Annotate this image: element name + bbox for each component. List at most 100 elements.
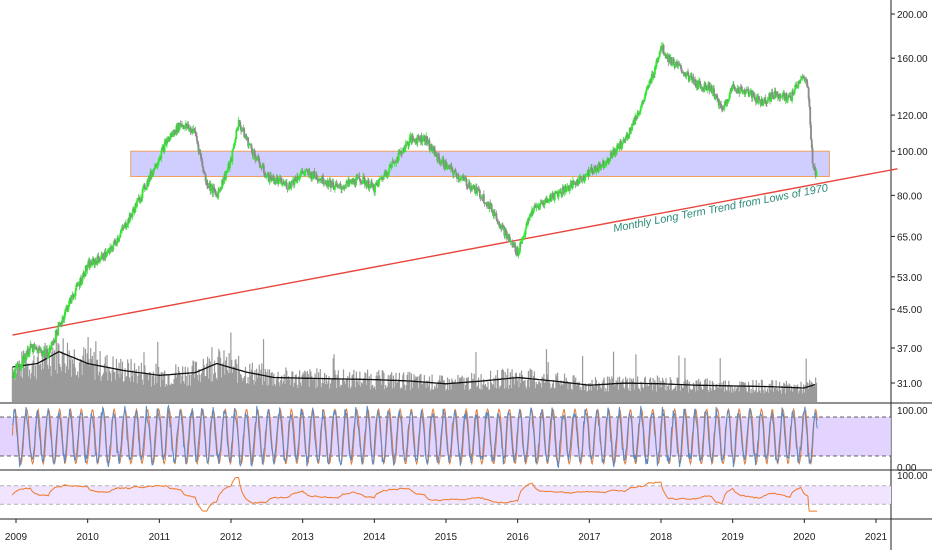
candle-body (47, 352, 50, 358)
candle-body (607, 158, 610, 163)
candle-body (769, 98, 772, 101)
volume-bar (281, 383, 284, 402)
candle-body (810, 124, 812, 140)
volume-bar (559, 385, 561, 402)
volume-bar (757, 391, 759, 402)
candle-body (635, 116, 637, 119)
candle-body (348, 179, 350, 183)
volume-bar (92, 364, 94, 402)
volume-bar (183, 383, 186, 402)
candle-body (348, 181, 351, 183)
volume-bar (114, 372, 116, 402)
volume-bar (397, 382, 399, 402)
volume-bar (342, 369, 345, 402)
volume-bar (102, 372, 105, 402)
candle-body (155, 165, 158, 168)
volume-bar (237, 355, 240, 402)
volume-bar (336, 375, 339, 402)
volume-bar (564, 382, 566, 402)
volume-bar (655, 391, 658, 402)
volume-bar (515, 372, 517, 402)
volume-bar (33, 355, 35, 402)
volume-bar (579, 389, 581, 402)
volume-bar (796, 384, 799, 402)
volume-bar (585, 384, 587, 402)
volume-bar (692, 389, 694, 402)
volume-bar (134, 371, 136, 402)
volume-bar (663, 382, 665, 402)
candle-body (112, 245, 115, 250)
time-tick-label: 2014 (363, 532, 386, 543)
volume-bar (76, 375, 78, 402)
volume-bar (108, 370, 111, 402)
candle-body (586, 173, 589, 175)
volume-bar (255, 381, 257, 402)
volume-bar (170, 384, 172, 402)
candle-body (301, 170, 304, 172)
candle-body (758, 96, 760, 100)
candle-body (123, 224, 126, 229)
candle-body (575, 184, 577, 186)
volume-bar (682, 387, 684, 402)
volume-bar (115, 380, 117, 402)
volume-bar (501, 370, 503, 402)
volume-bar (525, 386, 527, 402)
volume-bar (87, 337, 89, 402)
volume-bar (561, 384, 563, 402)
volume-bar (462, 383, 464, 402)
candle-body (70, 295, 73, 304)
volume-bar (689, 388, 691, 402)
volume-bar (729, 390, 731, 402)
candle-body (611, 155, 614, 157)
volume-bar (622, 378, 624, 402)
candle-body (234, 139, 237, 143)
time-tick-label: 2019 (722, 532, 745, 543)
volume-bar (79, 358, 81, 402)
volume-bar (696, 380, 698, 402)
volume-bar (747, 392, 749, 402)
candle-body (709, 90, 711, 91)
candle-body (251, 148, 253, 154)
candle-body (744, 92, 747, 95)
volume-bar (729, 386, 732, 402)
volume-bar (220, 377, 222, 402)
candle-body (433, 146, 436, 150)
support-zone[interactable] (130, 150, 830, 177)
candle-body (195, 136, 198, 141)
volume-bar (280, 375, 283, 402)
volume-bar (692, 382, 695, 402)
volume-bar (125, 377, 127, 402)
volume-bar (604, 391, 606, 402)
trendline-annotation: Monthly Long Term Trend from Lows of 197… (612, 182, 830, 235)
candle-body (566, 186, 569, 188)
volume-bar (280, 379, 282, 402)
volume-bar (121, 373, 123, 402)
volume-bar (400, 387, 402, 402)
volume-bar (379, 375, 381, 402)
volume-bar (147, 380, 149, 402)
volume-bar (404, 390, 407, 402)
volume-bar (42, 368, 44, 402)
volume-bar (733, 392, 735, 402)
volume-bar (777, 388, 779, 402)
volume-bar (409, 371, 411, 402)
candle-body (639, 106, 642, 112)
volume-bar (96, 360, 98, 402)
volume-bar (368, 376, 370, 402)
volume-bar (741, 381, 744, 402)
volume-bar (201, 373, 203, 402)
volume-bar (753, 392, 756, 402)
volume-bar (478, 388, 480, 402)
volume-bar (499, 386, 501, 402)
long-term-trendline[interactable] (12, 168, 898, 336)
candle-body (139, 200, 142, 203)
candle-body (581, 178, 584, 181)
candle-body (315, 174, 318, 180)
candle-body (277, 178, 280, 184)
volume-bar (426, 380, 428, 402)
volume-bar (497, 377, 499, 402)
candle-body (644, 94, 647, 98)
volume-bar (174, 375, 176, 402)
candle-body (562, 187, 565, 194)
volume-bar (687, 392, 689, 402)
